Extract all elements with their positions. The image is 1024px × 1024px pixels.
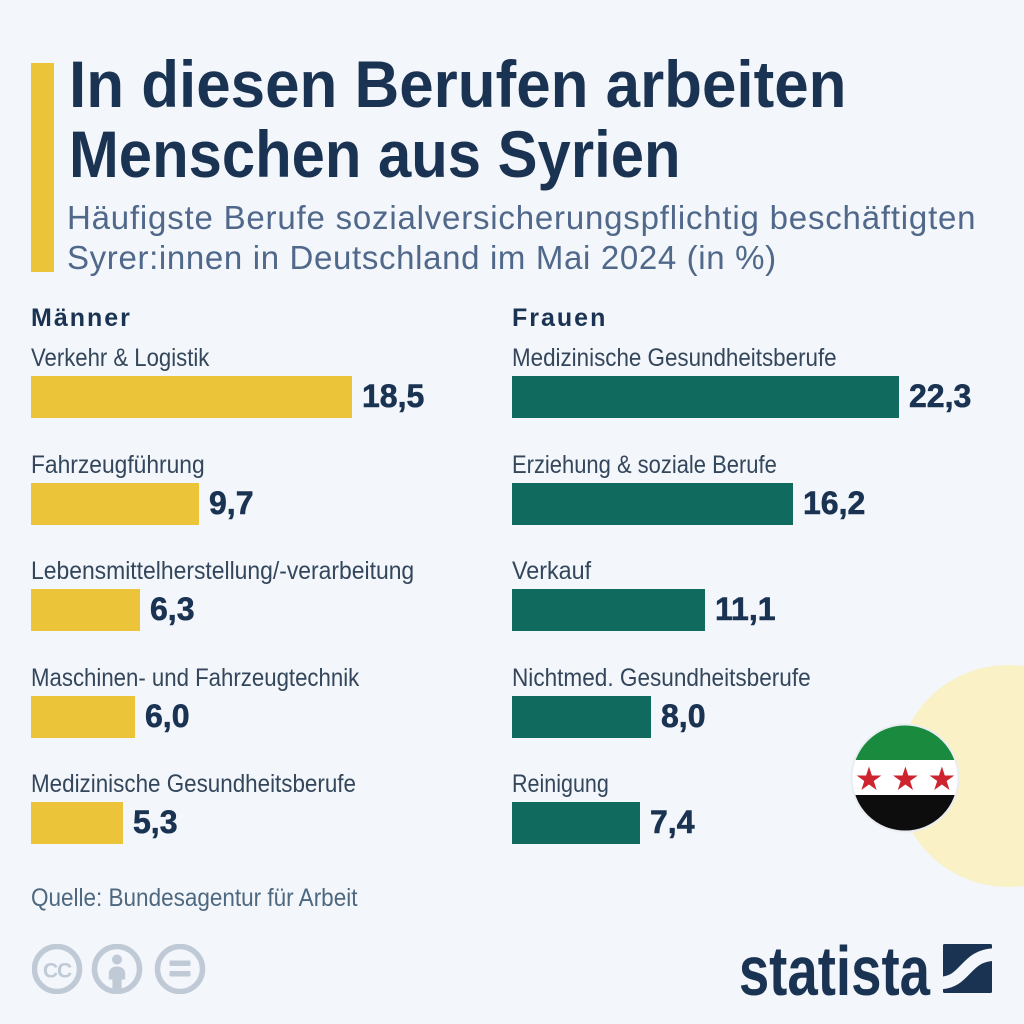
svg-text:CC: CC xyxy=(43,960,72,983)
